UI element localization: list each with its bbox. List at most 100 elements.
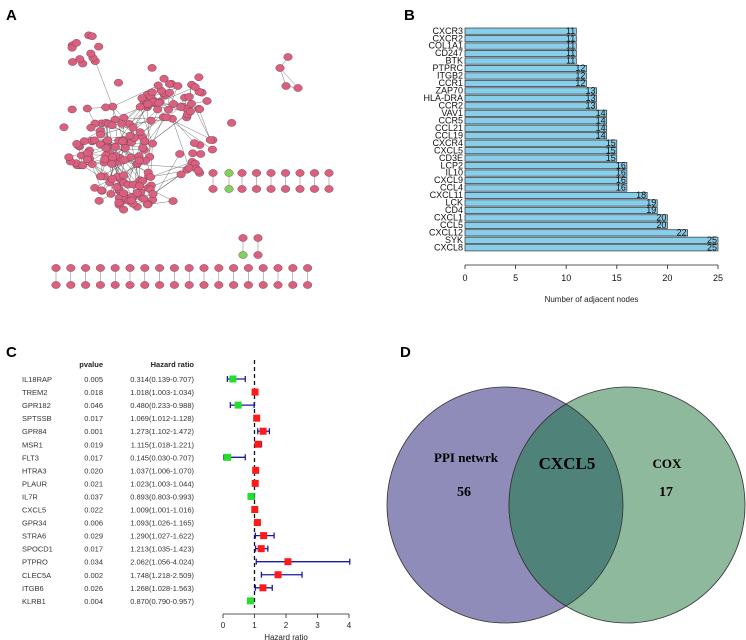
x-tick-label: 1 [252,621,257,630]
bar-value-label: 16 [616,160,626,170]
bar-category-label: IL10 [445,168,463,178]
pvalue-label: 0.017 [84,414,103,423]
bar [464,109,608,117]
gene-label: STRA6 [22,532,46,541]
network-edge [88,146,116,155]
network-node [208,169,218,177]
network-edge [150,161,193,178]
bar [464,184,628,192]
bar [464,147,618,155]
hazard-ratio-point [252,466,260,474]
bar [464,162,628,170]
network-node [117,120,127,128]
network-edge [172,118,190,169]
network-node [194,73,204,82]
bar-category-label: CCL4 [440,183,463,193]
x-tick-label: 3 [315,621,320,630]
x-tick-label: 2 [284,621,289,630]
venn-diagram: PPI netwrk 56 CXCL5 COX 17 [386,386,746,624]
network-node [114,198,124,207]
gene-label: HTRA3 [22,466,47,475]
bar-value-label: 19 [646,198,656,208]
hazard-ratio-label: 1.023(1.003-1.044) [130,479,194,488]
gene-label: IL18RAP [22,375,52,384]
network-node [281,82,291,90]
network-node [288,281,298,289]
venn-label-ppi: PPI netwrk [434,450,499,465]
pvalue-label: 0.046 [84,401,103,410]
network-node [237,185,247,193]
gene-label: PTPRO [22,558,48,567]
gene-label: ITGB6 [22,584,44,593]
network-node [119,205,129,214]
x-axis-title: Number of adjacent nodes [545,295,639,304]
network-node [227,119,237,127]
network-node [94,197,104,205]
network-node [163,105,173,114]
gene-label: FLT3 [22,453,39,462]
bar-value-label: 15 [606,153,616,163]
network-node [188,149,198,158]
network-node [273,264,283,272]
network-node [253,234,263,242]
bar-value-label: 16 [616,168,626,178]
hazard-ratio-point [259,427,267,435]
bar-value-label: 14 [596,130,606,140]
bar-value-label: 13 [586,93,596,103]
bar-value-label: 14 [596,115,606,125]
network-node [138,143,148,152]
pvalue-label: 0.019 [84,440,103,449]
gene-label: GPR182 [22,401,51,410]
x-tick-label: 5 [513,273,518,283]
bar-value-label: 20 [656,220,666,230]
bar-value-label: 22 [677,227,687,237]
network-edge [168,83,170,110]
bar-value-label: 15 [606,145,616,155]
network-node [243,264,253,272]
network-node [137,94,147,102]
bar-category-label: CXCL12 [429,227,463,237]
bar [464,244,719,252]
bar [464,27,577,35]
network-node [185,107,195,116]
degree-bar-chart: CXCR3 11 CXCR2 11 COL1A1 11 CD247 11 BTK 11 PTPRC 1… [423,26,723,304]
bar [464,214,668,222]
hazard-ratio-point [259,584,267,592]
bar [464,191,648,199]
network-node [243,281,253,289]
network-node [135,182,145,190]
network-node [159,74,169,83]
network-node [103,136,113,145]
network-node [139,194,149,203]
bar-category-label: LCK [445,198,463,208]
network-node [71,39,81,47]
bar-value-label: 11 [566,26,575,36]
gene-label: SPOCD1 [22,545,53,554]
network-node [224,185,234,193]
network-node [101,144,111,153]
gene-label: PLAUR [22,479,48,488]
network-node [140,264,150,272]
hazard-ratio-label: 2.062(1.056-4.024) [130,558,194,567]
bar-category-label: CCL21 [435,123,463,133]
bar [464,177,628,185]
hazard-ratio-label: 1.268(1.028-1.563) [130,584,194,593]
bar [464,42,577,50]
bar [464,221,668,229]
bar-value-label: 11 [566,41,575,51]
pvalue-label: 0.037 [84,492,103,501]
bar [464,72,587,80]
hazard-ratio-point [224,453,232,461]
network-node [112,183,122,192]
network-node [90,136,100,145]
bar [464,154,618,162]
bar-value-label: 16 [616,175,626,185]
bar-category-label: CCR5 [438,115,463,125]
gene-label: KLRB1 [22,597,46,606]
network-node [281,185,291,193]
hazard-ratio-label: 1.273(1.102-1.472) [130,427,194,436]
hazard-ratio-point [254,440,262,448]
network-node [135,128,145,136]
pvalue-label: 0.018 [84,388,103,397]
hazard-ratio-label: 1.115(1.018-1.221) [131,440,195,449]
